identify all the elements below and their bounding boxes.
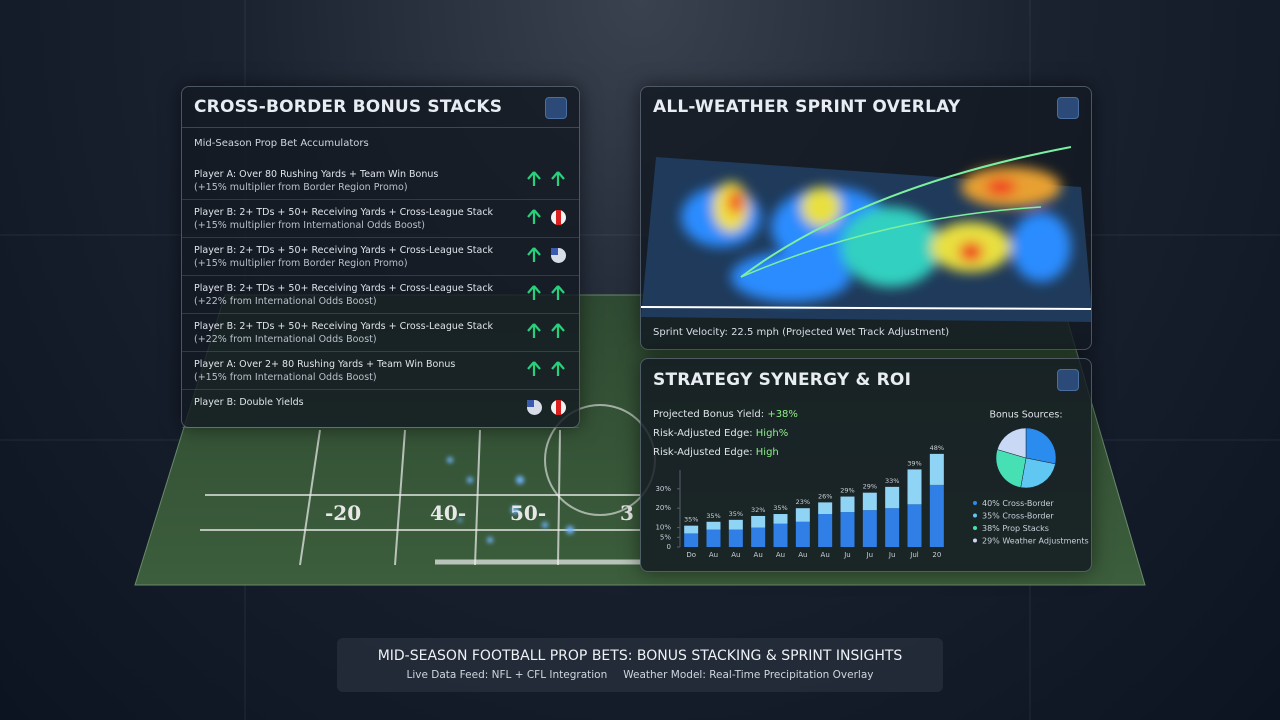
bet-row: Player B: 2+ TDs + 50+ Receiving Yards +… [182,313,579,352]
bet-note: (+22% from International Odds Boost) [194,334,377,345]
row-icons [527,361,565,376]
bet-text: Player A: Over 80 Rushing Yards + Team W… [194,169,439,180]
glow-dots [447,457,574,543]
stat: Risk-Adjusted Edge: High% [653,428,788,439]
stat-value: High [755,447,779,458]
field-number: 50- [510,501,546,525]
footer-item: Weather Model: Real-Time Precipitation O… [623,669,874,681]
panel-icon[interactable] [1057,369,1079,391]
field-number: -20 [325,501,361,525]
bet-row: Player A: Over 80 Rushing Yards + Team W… [182,161,579,200]
bet-row: Player A: Over 2+ 80 Rushing Yards + Tea… [182,351,579,390]
bet-note: (+22% from International Odds Boost) [194,296,377,307]
bet-text: Player B: 2+ TDs + 50+ Receiving Yards +… [194,245,494,256]
row-icons [527,400,566,415]
bet-note: (+15% multiplier from Border Region Prom… [194,182,408,193]
panel-icon[interactable] [545,97,567,119]
bet-row: Player B: 2+ TDs + 50+ Receiving Yards +… [182,199,579,238]
bonus-panel: CROSS-BORDER BONUS STACKS Mid-Season Pro… [181,86,580,428]
stat-value: High% [755,428,789,439]
bet-row: Player B: Double Yields [182,389,579,428]
field-number: 3 [620,501,634,525]
stat: Projected Bonus Yield: +38% [653,409,798,420]
bet-text: Player B: 2+ TDs + 50+ Receiving Yards +… [194,321,494,332]
bet-row: Player B: 2+ TDs + 50+ Receiving Yards +… [182,237,579,276]
roi-panel: STRATEGY SYNERGY & ROI Projected Bonus Y… [640,358,1092,572]
row-icons [527,285,565,300]
row-icons [527,247,566,263]
footer-item: Live Data Feed: NFL + CFL Integration [406,669,608,681]
bet-note: (+15% from International Odds Boost) [194,372,377,383]
stat-value: +38% [767,409,798,420]
bet-row: Player B: 2+ TDs + 50+ Receiving Yards +… [182,275,579,314]
bet-text: Player A: Over 2+ 80 Rushing Yards + Tea… [194,359,456,370]
field-numbers: -20 40- 50- 3 [325,501,634,525]
bet-note: (+15% multiplier from Border Region Prom… [194,258,408,269]
panel-title: CROSS-BORDER BONUS STACKS [194,97,503,117]
panel-icon[interactable] [1057,97,1079,119]
row-icons [527,323,565,338]
stat-label: Risk-Adjusted Edge: [653,447,753,458]
footer: MID-SEASON FOOTBALL PROP BETS: BONUS STA… [337,638,943,692]
sprint-caption: Sprint Velocity: 22.5 mph (Projected Wet… [653,327,950,338]
sprint-panel: ALL-WEATHER SPRINT OVERLAY Sprint Veloci… [640,86,1092,350]
stat: Risk-Adjusted Edge: High [653,447,779,458]
field-number: 40- [430,501,466,525]
footer-title: MID-SEASON FOOTBALL PROP BETS: BONUS STA… [377,648,903,664]
heatmap [641,146,1091,322]
panel-subtitle: Mid-Season Prop Bet Accumulators [194,138,369,149]
row-icons [527,171,565,186]
stat-label: Projected Bonus Yield: [653,409,765,420]
panel-title: STRATEGY SYNERGY & ROI [653,370,912,390]
panel-title: ALL-WEATHER SPRINT OVERLAY [653,97,961,117]
row-icons [527,209,566,225]
bet-text: Player B: Double Yields [194,397,304,408]
bet-text: Player B: 2+ TDs + 50+ Receiving Yards +… [194,207,494,218]
bet-note: (+15% multiplier from International Odds… [194,220,425,231]
stat-label: Risk-Adjusted Edge: [653,428,753,439]
bet-text: Player B: 2+ TDs + 50+ Receiving Yards +… [194,283,494,294]
